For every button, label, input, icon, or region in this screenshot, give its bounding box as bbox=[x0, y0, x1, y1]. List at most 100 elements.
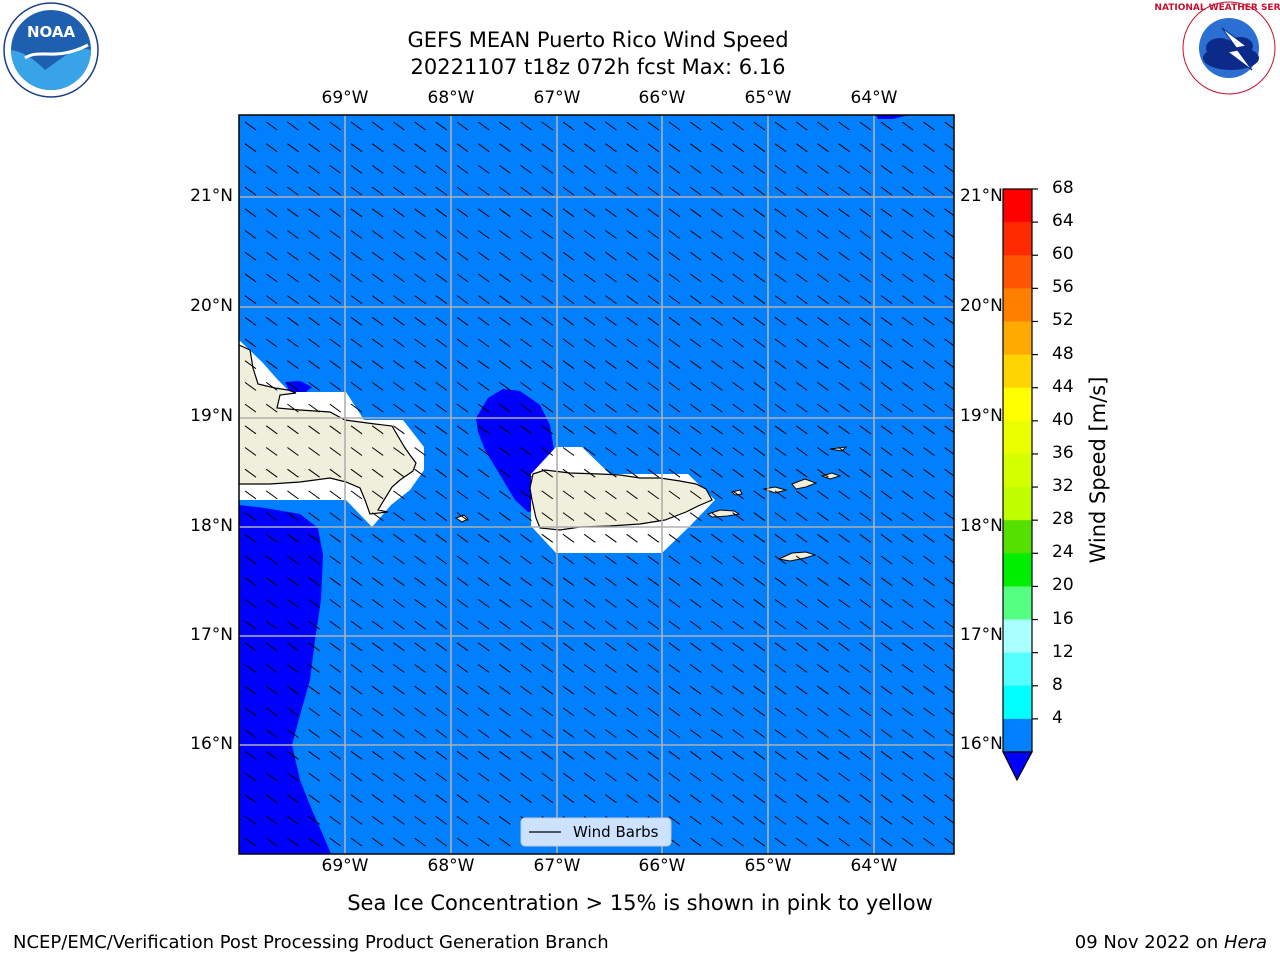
wind-barb bbox=[456, 490, 469, 500]
wind-barb bbox=[562, 642, 575, 652]
wind-barb bbox=[795, 794, 808, 804]
wind-barb bbox=[859, 729, 872, 739]
colorbar-under-triangle bbox=[1002, 751, 1034, 782]
wind-barb bbox=[817, 837, 829, 847]
wind-barb bbox=[456, 273, 469, 283]
wind-barb bbox=[859, 338, 872, 348]
lon-bottom-tick-3: 67°W bbox=[533, 856, 581, 876]
wind-barb bbox=[774, 230, 787, 239]
wind-barb bbox=[414, 447, 426, 456]
wind-barb bbox=[923, 316, 935, 326]
wind-barb bbox=[371, 707, 384, 717]
wind-barb bbox=[774, 425, 787, 435]
wind-barb bbox=[520, 381, 532, 391]
lat-left-tick-1: 21°N bbox=[190, 186, 233, 206]
wind-barb bbox=[605, 295, 617, 305]
wind-barb bbox=[393, 251, 405, 261]
wind-barb bbox=[605, 381, 617, 391]
wind-barb bbox=[520, 425, 532, 435]
wind-barb bbox=[711, 837, 723, 847]
wind-barb bbox=[244, 664, 257, 673]
wind-barb bbox=[859, 381, 872, 391]
wind-barb bbox=[668, 512, 681, 522]
wind-barb bbox=[774, 186, 787, 196]
colorbar-tick-label: 8 bbox=[1052, 674, 1063, 695]
wind-barb bbox=[477, 685, 490, 695]
wind-barb bbox=[371, 230, 384, 239]
wind-barb bbox=[371, 664, 384, 673]
wind-barb bbox=[265, 772, 278, 782]
wind-barb bbox=[329, 208, 342, 218]
wind-barb bbox=[668, 707, 681, 717]
wind-barb bbox=[647, 338, 660, 348]
wind-barb bbox=[499, 403, 511, 413]
wind-barb bbox=[838, 316, 850, 326]
wind-barb bbox=[414, 750, 426, 760]
wind-barb bbox=[244, 620, 257, 630]
colorbar-tick-label: 12 bbox=[1052, 641, 1074, 662]
wind-barb bbox=[287, 598, 299, 608]
logos: NOAA NATIONAL WEATHER SERVICE bbox=[3, 1, 1280, 98]
wind-barb bbox=[329, 707, 342, 717]
wind-barb bbox=[350, 316, 363, 326]
wind-barb bbox=[689, 577, 702, 587]
wind-barb bbox=[350, 577, 363, 587]
wind-barb bbox=[605, 772, 617, 782]
wind-barb bbox=[901, 121, 914, 131]
wind-barb bbox=[562, 577, 575, 587]
wind-barb bbox=[880, 447, 893, 456]
wind-barb bbox=[541, 794, 554, 804]
wind-barb bbox=[626, 794, 638, 804]
wind-barb bbox=[562, 664, 575, 673]
wind-barb bbox=[308, 403, 320, 413]
wind-barb bbox=[732, 164, 744, 174]
wind-barb bbox=[711, 208, 723, 218]
wind-barb bbox=[456, 642, 469, 652]
wind-barb bbox=[774, 707, 787, 717]
wind-barb bbox=[265, 620, 278, 630]
wind-barb bbox=[350, 251, 363, 261]
wind-barb bbox=[732, 490, 744, 500]
lon-top-tick-6: 64°W bbox=[850, 88, 898, 108]
wind-barb bbox=[371, 186, 384, 196]
wind-barb bbox=[817, 186, 829, 196]
wind-barb bbox=[732, 251, 744, 261]
wind-barb bbox=[456, 403, 469, 413]
wind-barb bbox=[774, 837, 787, 847]
wind-barb bbox=[901, 490, 914, 500]
wind-barb bbox=[838, 512, 850, 522]
wind-barb bbox=[371, 208, 384, 218]
wind-barb bbox=[923, 121, 935, 131]
wind-barb bbox=[859, 664, 872, 673]
wind-barb bbox=[647, 772, 660, 782]
wind-barb bbox=[774, 316, 787, 326]
lat-left-tick-2: 20°N bbox=[190, 296, 233, 316]
wind-barb bbox=[626, 360, 638, 370]
wind-barb bbox=[435, 620, 448, 630]
wind-barb bbox=[753, 447, 766, 456]
wind-barb bbox=[499, 794, 511, 804]
wind-barb bbox=[668, 381, 681, 391]
wind-barb bbox=[562, 295, 575, 305]
wind-barb bbox=[329, 555, 342, 565]
wind-barb bbox=[711, 794, 723, 804]
wind-barb bbox=[393, 642, 405, 652]
wind-barb bbox=[838, 468, 850, 478]
wind-barb bbox=[499, 164, 511, 174]
wind-barb bbox=[308, 230, 320, 239]
wind-barb bbox=[583, 143, 596, 153]
wind-barb bbox=[499, 295, 511, 305]
wind-barb bbox=[541, 143, 554, 153]
wind-barb bbox=[753, 794, 766, 804]
wind-barb bbox=[477, 837, 490, 847]
wind-barb bbox=[371, 642, 384, 652]
wind-barb bbox=[308, 620, 320, 630]
wind-barb bbox=[244, 555, 257, 565]
wind-barb bbox=[647, 794, 660, 804]
wind-barb bbox=[689, 360, 702, 370]
wind-barb bbox=[795, 425, 808, 435]
wind-barb bbox=[308, 251, 320, 261]
wind-barb bbox=[859, 447, 872, 456]
wind-barb bbox=[393, 620, 405, 630]
